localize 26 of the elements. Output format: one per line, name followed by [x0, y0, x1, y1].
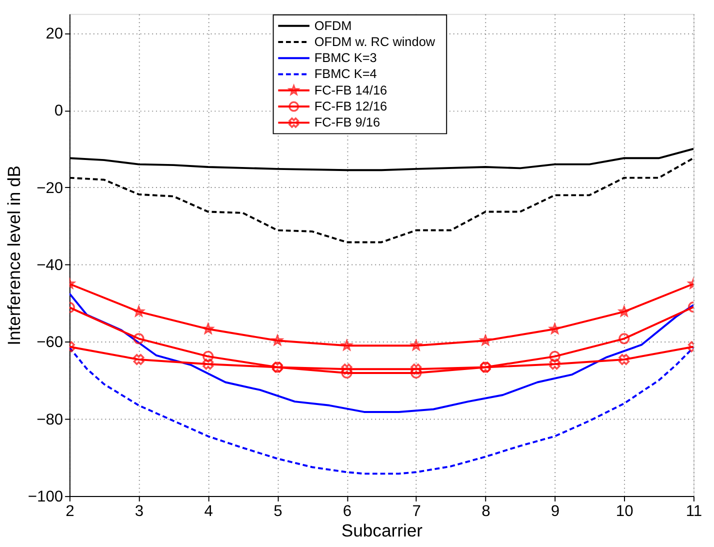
y-tick-label: −60: [36, 334, 64, 352]
legend-label: FBMC K=3: [314, 50, 377, 66]
legend-label: FC-FB 12/16: [314, 98, 388, 114]
x-tick-label: 11: [686, 503, 702, 520]
x-tick-label: 3: [134, 503, 144, 520]
y-tick-label: 0: [54, 102, 64, 120]
x-tick-label: 10: [616, 503, 634, 520]
legend-label: OFDM w. RC window: [314, 34, 436, 49]
y-tick-label: 20: [46, 26, 64, 43]
x-tick-label: 7: [412, 503, 421, 520]
x-tick-label: 2: [66, 503, 74, 520]
y-tick-label: −80: [36, 411, 64, 428]
x-tick-label: 6: [342, 503, 352, 520]
legend-label: OFDM: [314, 18, 352, 33]
legend-label: FC-FB 14/16: [314, 82, 388, 98]
x-tick-label: 5: [274, 503, 283, 520]
legend-label: FBMC K=4: [314, 66, 377, 82]
y-tick-label: −20: [36, 180, 64, 197]
y-tick-label: −40: [36, 256, 64, 274]
y-tick-label: −100: [28, 488, 64, 506]
x-tick-label: 9: [550, 503, 560, 520]
legend-label: FC-FB 9/16: [314, 114, 380, 130]
y-axis-title: Interference level in dB: [4, 165, 24, 346]
x-tick-label: 4: [204, 503, 214, 520]
x-tick-label: 8: [482, 503, 491, 520]
x-axis-title: Subcarrier: [341, 520, 423, 541]
